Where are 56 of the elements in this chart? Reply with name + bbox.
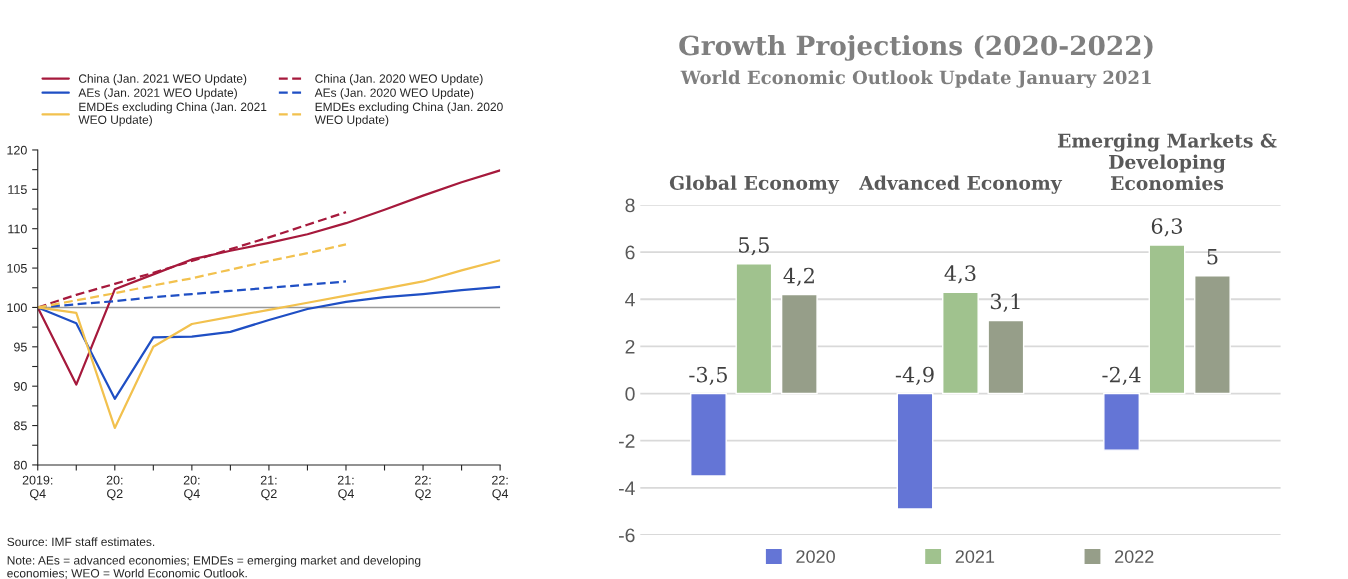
- data-label: -3,5: [689, 366, 727, 385]
- text: Note: AEs = advanced economies; EMDEs = emerging market and developing economies; WEO = World Economic Outlook.: [7, 555, 421, 579]
- source-note: Source: IMF staff estimates.: [7, 537, 155, 547]
- legend-label: 2020: [796, 550, 835, 563]
- bar: [690, 392, 727, 477]
- bar: [1103, 392, 1140, 451]
- y-tick-label: 8: [625, 198, 635, 213]
- y-tick-label: 95: [14, 342, 27, 352]
- data-label: 6,3: [1151, 218, 1183, 237]
- x-tick-label: 21: Q4: [337, 475, 354, 501]
- x-tick-label: 22: Q4: [492, 475, 509, 501]
- y-tick-label: -6: [619, 528, 635, 543]
- legend-label: AEs (Jan. 2021 WEO Update): [78, 88, 237, 100]
- x-tick-label: 21: Q2: [260, 475, 277, 501]
- data-label: 3,1: [990, 293, 1020, 312]
- bar: [942, 291, 979, 395]
- y-tick-label: 105: [7, 263, 27, 273]
- legend-label: China (Jan. 2020 WEO Update): [315, 74, 483, 86]
- y-tick-label: 115: [8, 185, 27, 194]
- legend-label: EMDEs excluding China (Jan. 2020 WEO Update): [314, 102, 503, 127]
- legend-label: 2021: [955, 550, 995, 563]
- y-tick-label: 100: [7, 303, 27, 313]
- legend-label: EMDEs excluding China (Jan. 2021 WEO Update): [78, 102, 267, 127]
- bar: [735, 263, 773, 395]
- legend-label: China (Jan. 2021 WEO Update): [78, 74, 247, 86]
- bar: [1194, 274, 1231, 395]
- bar: [1148, 244, 1186, 395]
- y-tick-label: 90: [14, 381, 27, 391]
- x-tick-label: 2019: Q4: [22, 475, 53, 501]
- y-tick-label: 110: [8, 224, 27, 234]
- data-label: 5: [1207, 249, 1218, 265]
- data-label: 5,5: [739, 237, 769, 256]
- data-label: 4,3: [944, 265, 976, 284]
- y-tick-label: -2: [619, 434, 635, 448]
- y-tick-label: -4: [619, 481, 635, 495]
- legend-label: AEs (Jan. 2020 WEO Update): [314, 88, 474, 100]
- x-tick-label: Global Economy: [669, 175, 840, 194]
- chart-subtitle: World Economic Outlook Update January 2021: [680, 70, 1151, 88]
- legend-label: 2022: [1115, 550, 1154, 563]
- chart-title: Growth Projections (2020-2022): [679, 34, 1153, 61]
- y-tick-label: 85: [13, 421, 27, 431]
- bar: [780, 293, 818, 395]
- y-tick-label: 2: [625, 339, 635, 354]
- y-tick-label: 120: [7, 145, 27, 155]
- data-label: 4,2: [783, 267, 814, 286]
- y-tick-label: 0: [625, 387, 635, 401]
- y-tick-label: 80: [13, 460, 27, 470]
- x-tick-label: 20: Q4: [183, 475, 200, 501]
- bar: [987, 319, 1025, 395]
- x-tick-label: 22: Q2: [414, 475, 431, 501]
- data-label: -2,4: [1102, 366, 1141, 385]
- x-tick-label: 20: Q2: [106, 475, 123, 501]
- y-tick-label: 6: [625, 245, 635, 260]
- data-label: -4,9: [895, 366, 934, 385]
- bar: [896, 392, 934, 510]
- y-tick-label: 4: [625, 292, 635, 307]
